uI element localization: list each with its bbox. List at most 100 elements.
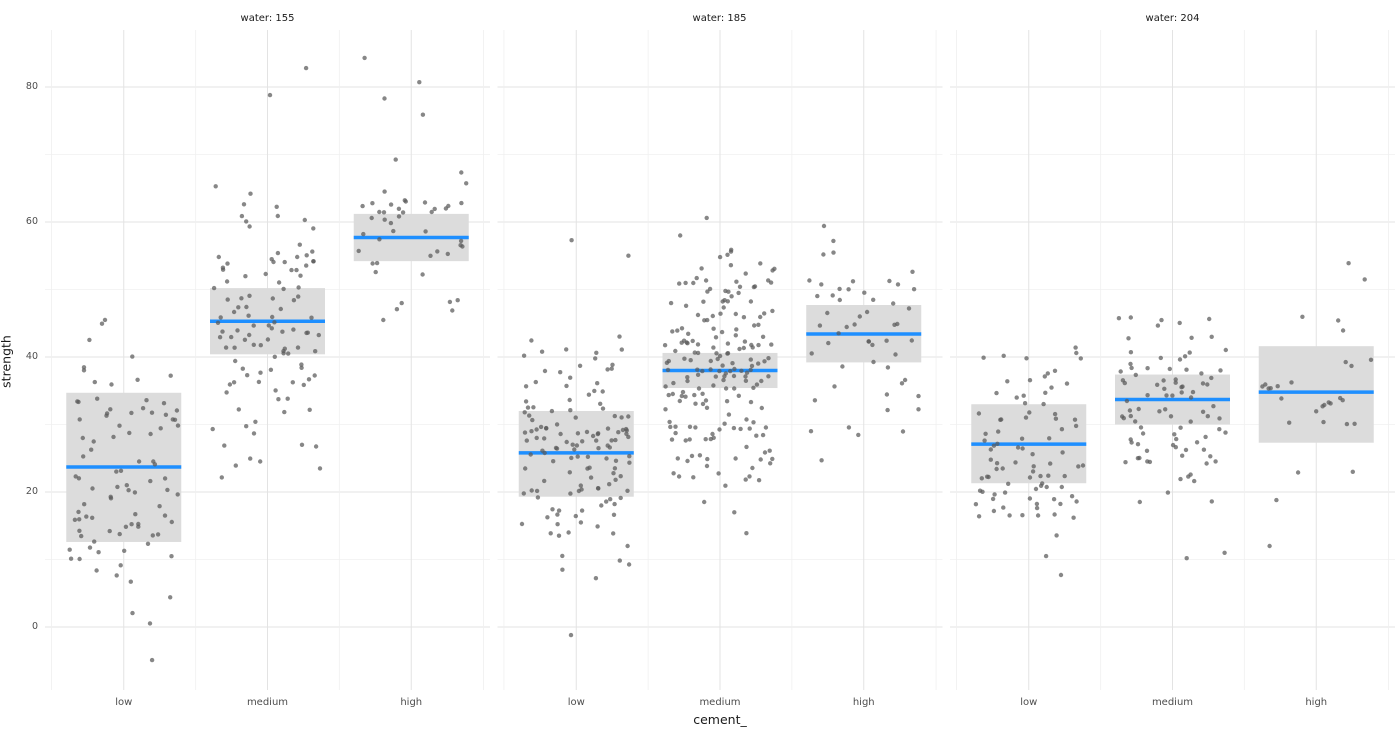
data-point <box>624 431 629 436</box>
data-point <box>995 441 1000 446</box>
data-point <box>676 474 682 479</box>
data-point <box>743 374 748 379</box>
x-category-label-low-facet-0: low <box>115 697 133 708</box>
data-point <box>1188 395 1194 400</box>
data-point <box>732 366 737 372</box>
data-point <box>1155 382 1160 387</box>
data-point <box>555 512 560 517</box>
data-point <box>1186 474 1191 479</box>
data-point <box>673 348 678 354</box>
data-point <box>1287 420 1292 425</box>
data-point <box>766 356 771 361</box>
data-point <box>840 364 845 369</box>
data-point <box>701 299 706 304</box>
data-point <box>158 426 163 431</box>
points-medium <box>662 215 777 536</box>
data-point <box>1295 470 1301 475</box>
data-point <box>1192 478 1197 484</box>
data-point <box>211 285 217 291</box>
data-point <box>911 287 917 292</box>
data-point <box>985 474 990 479</box>
data-point <box>836 331 841 336</box>
data-point <box>711 326 716 331</box>
data-point <box>548 531 553 536</box>
data-point <box>692 392 697 398</box>
data-point <box>748 299 754 304</box>
data-point <box>394 307 400 312</box>
data-point <box>752 323 757 328</box>
data-point <box>893 352 898 357</box>
group-204-high <box>1258 261 1374 549</box>
data-point <box>609 366 614 371</box>
data-point <box>1042 374 1048 379</box>
data-point <box>114 469 119 474</box>
data-point <box>809 351 814 356</box>
data-point <box>751 385 756 390</box>
data-point <box>95 396 100 401</box>
data-point <box>429 209 434 215</box>
data-point <box>611 512 617 517</box>
data-point <box>297 242 302 247</box>
data-point <box>891 301 896 306</box>
data-point <box>837 286 842 292</box>
data-point <box>690 338 695 344</box>
data-point <box>564 383 569 389</box>
data-point <box>1027 410 1032 415</box>
data-point <box>76 476 82 481</box>
data-point <box>147 621 153 626</box>
data-point <box>534 488 540 494</box>
data-point <box>396 214 402 219</box>
data-point <box>749 363 755 369</box>
data-point <box>550 507 555 512</box>
data-point <box>569 455 574 461</box>
data-point <box>979 476 984 481</box>
data-point <box>1059 484 1065 490</box>
data-point <box>432 206 437 212</box>
data-point <box>1030 452 1035 457</box>
data-point <box>700 368 705 374</box>
data-point <box>1071 515 1076 520</box>
data-point <box>1172 432 1177 437</box>
data-point <box>1177 357 1183 362</box>
data-point <box>821 252 826 257</box>
data-point <box>310 249 315 254</box>
data-point <box>458 238 464 244</box>
data-point <box>743 378 749 383</box>
data-point <box>678 233 683 238</box>
data-point <box>168 373 173 378</box>
data-point <box>145 541 151 546</box>
data-point <box>130 610 135 616</box>
data-point <box>377 209 382 215</box>
data-point <box>737 284 743 289</box>
data-point <box>1041 401 1046 407</box>
data-point <box>87 545 93 550</box>
data-point <box>837 297 842 303</box>
data-point <box>99 321 105 326</box>
data-point <box>231 380 237 385</box>
data-point <box>122 548 127 553</box>
data-point <box>685 378 690 384</box>
data-point <box>382 217 387 222</box>
data-point <box>267 92 273 98</box>
data-point <box>1159 317 1164 323</box>
data-point <box>593 356 598 361</box>
data-point <box>135 377 140 382</box>
data-point <box>369 215 374 221</box>
data-point <box>692 350 697 355</box>
data-point <box>104 411 110 416</box>
data-point <box>217 335 223 340</box>
data-point <box>1128 361 1133 367</box>
group-185-medium <box>662 215 778 536</box>
data-point <box>613 437 618 443</box>
data-point <box>762 359 767 364</box>
data-point <box>1120 414 1125 419</box>
data-point <box>1205 382 1210 387</box>
data-point <box>1209 334 1214 339</box>
data-point <box>129 522 134 527</box>
data-point <box>224 279 230 284</box>
data-point <box>1147 459 1153 465</box>
data-point <box>759 378 764 384</box>
data-point <box>554 446 560 451</box>
data-point <box>302 217 307 223</box>
data-point <box>862 290 867 295</box>
